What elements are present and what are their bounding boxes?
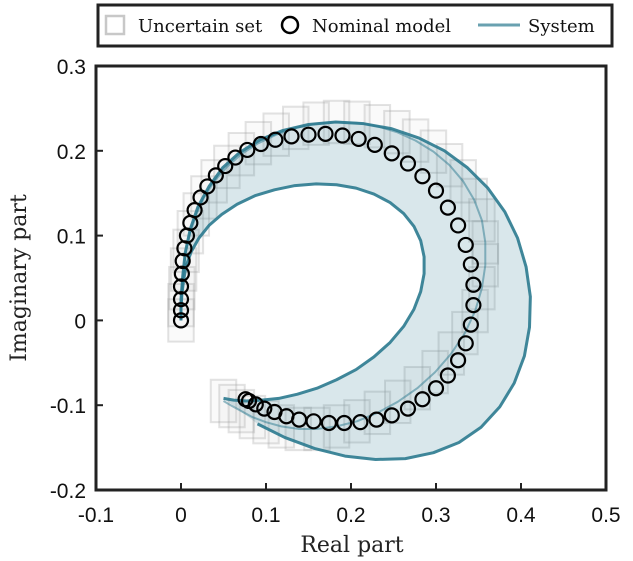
y-tick-label: -0.2 bbox=[50, 480, 86, 503]
nominal-point bbox=[399, 400, 417, 417]
nominal-point bbox=[352, 414, 369, 431]
nominal-point bbox=[256, 400, 273, 417]
nominal-point bbox=[383, 407, 400, 424]
nominal-point bbox=[173, 265, 190, 282]
nominal-point bbox=[172, 312, 190, 329]
nominal-point bbox=[266, 403, 283, 421]
nominal-point bbox=[439, 367, 456, 384]
nominal-markers bbox=[172, 125, 482, 432]
nominal-point bbox=[172, 291, 190, 308]
system-inner-curve bbox=[179, 182, 426, 403]
nominal-point bbox=[457, 335, 474, 352]
nominal-point bbox=[267, 131, 284, 148]
nominal-point bbox=[399, 155, 417, 172]
nominal-point bbox=[414, 168, 431, 185]
nominal-point bbox=[317, 125, 334, 142]
nominal-point bbox=[252, 135, 269, 153]
nominal-point bbox=[207, 167, 224, 184]
nominal-point bbox=[350, 130, 367, 148]
nominal-point bbox=[172, 302, 190, 319]
legend-nominal-swatch bbox=[280, 15, 300, 35]
nominal-point bbox=[450, 352, 467, 369]
uncertain-box bbox=[468, 198, 496, 243]
nominal-point bbox=[465, 276, 482, 293]
nominal-point bbox=[239, 141, 256, 159]
nominal-point bbox=[414, 391, 431, 408]
nominal-point bbox=[172, 278, 190, 295]
y-tick-label: -0.1 bbox=[50, 395, 86, 418]
nominal-point bbox=[300, 126, 317, 143]
nominal-point bbox=[366, 136, 383, 153]
nominal-point bbox=[368, 411, 385, 428]
system-outer-curve bbox=[179, 120, 532, 461]
nominal-point bbox=[217, 157, 234, 175]
nominal-point bbox=[320, 414, 337, 432]
y-axis-label: Imaginary part bbox=[7, 194, 32, 362]
nominal-point bbox=[465, 297, 482, 314]
nominal-point bbox=[336, 414, 353, 432]
system-envelope bbox=[181, 121, 531, 460]
y-tick-label: 0.3 bbox=[57, 56, 86, 79]
x-tick-label: 0.4 bbox=[506, 504, 536, 527]
nominal-point bbox=[457, 236, 474, 254]
y-tick-label: 0.2 bbox=[57, 141, 86, 164]
legend-uncertain-label: Uncertain set bbox=[138, 16, 263, 37]
nominal-point bbox=[427, 380, 445, 397]
x-tick-label: 0.5 bbox=[591, 504, 620, 527]
legend-system-label: System bbox=[528, 16, 595, 37]
x-tick-label: 0.3 bbox=[421, 504, 450, 527]
x-tick-label: -0.1 bbox=[78, 504, 114, 527]
nominal-point bbox=[383, 145, 400, 162]
nominal-point bbox=[450, 217, 467, 234]
nominal-point bbox=[439, 199, 456, 216]
axis-ticks: -0.1 0 0.1 0.2 0.3 0.4 0.5-0.2-0.100.10.20.3 bbox=[50, 56, 621, 527]
x-tick-label: 0.1 bbox=[251, 504, 280, 527]
nominal-point bbox=[462, 256, 479, 273]
x-tick-label: 0 bbox=[175, 504, 187, 527]
x-tick-label: 0.2 bbox=[336, 504, 365, 527]
nominal-point bbox=[227, 149, 244, 166]
legend: Uncertain set Nominal model System bbox=[96, 3, 614, 48]
x-axis-label: Real part bbox=[300, 533, 403, 558]
y-tick-label: 0.1 bbox=[57, 226, 86, 249]
nominal-point bbox=[462, 316, 479, 333]
nominal-point bbox=[427, 182, 445, 199]
legend-nominal-label: Nominal model bbox=[312, 16, 451, 37]
legend-box bbox=[96, 3, 614, 48]
nominal-point bbox=[199, 178, 216, 195]
nominal-point bbox=[186, 202, 203, 219]
y-tick-label: 0 bbox=[74, 310, 86, 333]
nominal-point bbox=[237, 391, 254, 408]
legend-uncertain-swatch bbox=[104, 14, 126, 36]
nominal-point bbox=[283, 128, 300, 145]
nominal-point bbox=[334, 127, 351, 144]
